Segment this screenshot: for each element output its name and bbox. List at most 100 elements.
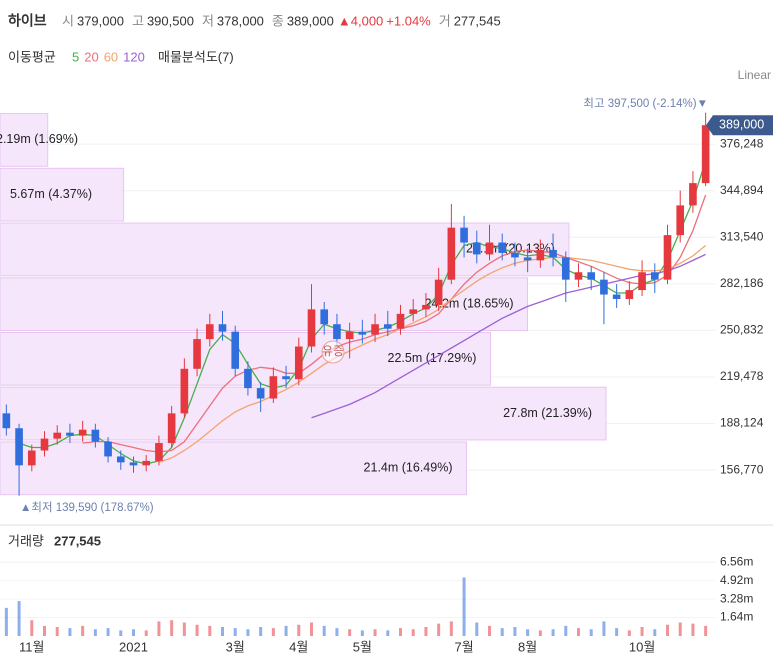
candle-body: [498, 242, 507, 253]
candle-body: [307, 309, 316, 347]
volume-bar: [399, 628, 402, 636]
candle-body: [27, 450, 36, 466]
x-tick-label: 10월: [629, 639, 655, 654]
volume-bar: [322, 625, 326, 636]
quote-label: 시: [62, 13, 74, 28]
volume-bar: [424, 627, 428, 636]
profile-label: 2.19m (1.69%): [0, 132, 78, 146]
legend-entry: 20: [84, 49, 98, 64]
x-tick-label: 3월: [226, 639, 245, 654]
volume-bar: [233, 628, 237, 636]
volume-bar: [373, 629, 377, 636]
candle-body: [536, 249, 545, 261]
candle-body: [116, 456, 125, 463]
volume-bar: [691, 623, 695, 636]
volume-bar: [411, 629, 415, 636]
candle-body: [701, 125, 710, 184]
quote-value: 389,000: [287, 13, 334, 28]
volume-bar: [513, 627, 517, 636]
volume-bar: [602, 621, 606, 636]
high-annotation: 최고 397,500 (-2.14%)▼: [583, 97, 708, 110]
quote-label: 종: [272, 13, 284, 28]
candle-body: [15, 428, 23, 466]
candle-body: [663, 235, 672, 280]
candle-body: [333, 324, 341, 340]
candle-body: [638, 272, 646, 291]
legend-entry: 5: [72, 49, 79, 64]
stock-name: 하이브: [8, 13, 47, 29]
candle-body: [218, 324, 227, 332]
candle-body: [600, 279, 608, 295]
candle-body: [180, 368, 189, 414]
volume-bar: [4, 607, 8, 636]
candle-body: [91, 429, 100, 442]
y-tick-label: 250,832: [720, 323, 764, 337]
volume-bar: [449, 621, 453, 636]
profile-label: 21.4m (16.49%): [364, 461, 453, 475]
volume-bar: [462, 577, 466, 636]
candle-body: [472, 242, 481, 255]
candle-body: [78, 429, 87, 436]
candle-body: [320, 309, 329, 325]
volume-bar: [526, 629, 530, 636]
ma-line: [158, 244, 707, 464]
candle-body: [676, 205, 685, 236]
x-tick-label: 5월: [353, 639, 372, 654]
candle-body: [447, 227, 456, 280]
volume-bar: [221, 627, 224, 636]
volume-bar: [284, 625, 288, 636]
volume-bar: [17, 601, 21, 636]
candle-body: [256, 388, 265, 399]
volume-bar: [488, 625, 491, 636]
volume-bar: [68, 628, 72, 636]
volume-bar: [55, 627, 59, 636]
candle-body: [231, 331, 240, 369]
profile-bar: [0, 441, 467, 496]
volume-bar: [589, 629, 593, 636]
event-marker: [321, 340, 345, 364]
volume-bar: [500, 628, 504, 636]
volume-bar: [182, 622, 186, 636]
volume-tick-label: 1.64m: [720, 610, 753, 624]
candle-body: [422, 304, 430, 310]
profile-bar: [0, 167, 125, 222]
volume-bar: [615, 628, 619, 636]
scale-label: Linear: [738, 68, 771, 82]
volume-bar: [678, 622, 682, 636]
volume-title: 거래량: [8, 533, 44, 548]
candle-body: [155, 443, 163, 461]
candle-body: [40, 438, 49, 451]
candle-body: [104, 441, 112, 457]
legend-entry: 120: [123, 49, 145, 64]
candle-body: [396, 313, 405, 329]
quote-label: 거: [439, 13, 451, 28]
candle-body: [244, 368, 252, 389]
candle-body: [650, 272, 659, 280]
candle-body: [689, 183, 697, 206]
x-tick-label: 4월: [289, 639, 308, 654]
candle-body: [523, 257, 532, 261]
volume-bar: [157, 621, 161, 636]
candle-body: [434, 279, 443, 305]
volume-bar: [208, 625, 212, 636]
candle-body: [205, 324, 214, 340]
volume-bar: [704, 625, 708, 636]
candle-body: [167, 413, 176, 444]
x-tick-label: 11월: [19, 639, 44, 654]
volume-bar: [538, 630, 542, 636]
profile-label: 22.5m (17.29%): [388, 351, 477, 365]
candle-body: [345, 331, 354, 340]
candle-body: [625, 290, 634, 299]
volume-bar: [640, 627, 644, 636]
volume-bar: [437, 623, 441, 636]
legend-entry: 60: [104, 49, 118, 64]
change: ▲4,000: [338, 13, 383, 28]
candle-body: [612, 294, 621, 299]
quote-label: 고: [132, 13, 144, 28]
y-tick-label: 344,894: [720, 183, 764, 197]
volume-bar: [653, 629, 657, 636]
volume-bar: [360, 630, 364, 636]
x-tick-label: 7월: [454, 639, 473, 654]
volume-tick-label: 3.28m: [720, 591, 753, 605]
volume-bar: [259, 627, 263, 636]
